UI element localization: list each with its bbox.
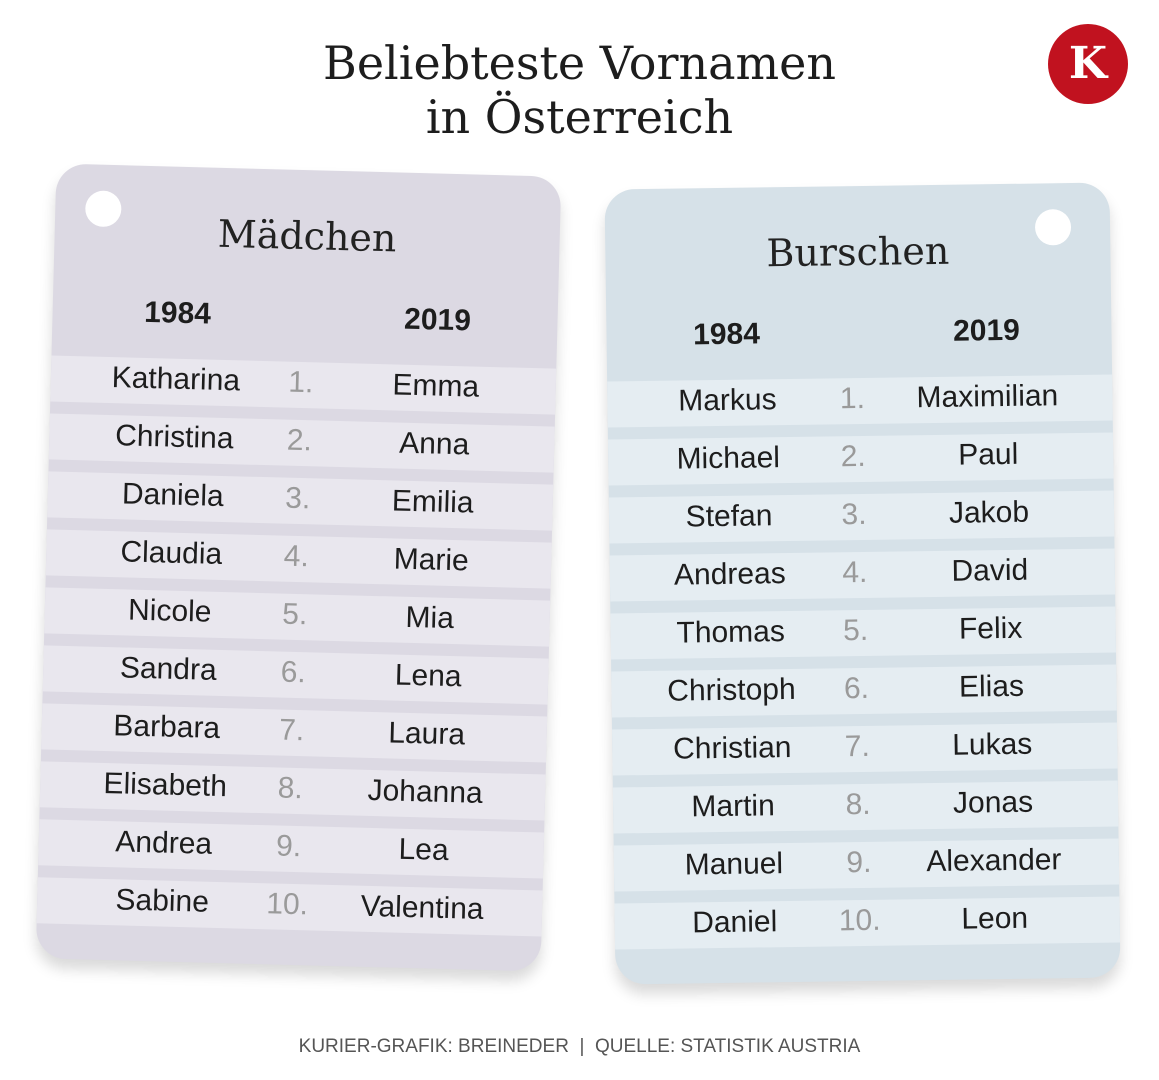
rank: 10. — [265, 887, 309, 922]
rank: 9. — [846, 845, 872, 880]
name: Laura — [387, 716, 466, 752]
table-row: Thomas 5. Felix — [610, 606, 1116, 660]
name: Lukas — [952, 727, 1033, 762]
table-row: Katharina 1. Emma — [50, 355, 557, 415]
rank: 4. — [283, 539, 310, 574]
rank: 1. — [287, 365, 314, 400]
title-line: Beliebteste Vornamen — [323, 36, 836, 90]
rank: 7. — [844, 729, 871, 764]
name: Lena — [394, 658, 463, 694]
card-title: Burschen — [766, 228, 950, 276]
name: Johanna — [367, 773, 484, 810]
table-row: Andrea 9. Lea — [38, 819, 545, 879]
name: Michael — [676, 441, 781, 476]
name: Lea — [398, 832, 450, 868]
name: Christoph — [667, 672, 796, 708]
table-row: Daniela 3. Emilia — [47, 471, 554, 531]
name: Claudia — [120, 535, 223, 571]
name: Thomas — [676, 615, 786, 650]
table-row: Martin 8. Jonas — [612, 780, 1119, 834]
name: Markus — [678, 383, 777, 418]
name: Christina — [114, 419, 234, 456]
name: Elias — [958, 669, 1025, 704]
rank: 1. — [839, 381, 866, 416]
name: Jakob — [948, 495, 1030, 530]
name: Alexander — [926, 843, 1062, 879]
table-row: Sandra 6. Lena — [42, 645, 549, 705]
name: Felix — [958, 611, 1023, 646]
name: Nicole — [127, 593, 212, 629]
footer: KURIER-GRAFIK: BREINEDER | QUELLE: STATI… — [298, 1036, 861, 1057]
table-row: Claudia 4. Marie — [45, 529, 552, 589]
name: Barbara — [112, 709, 221, 745]
table-row: Michael 2. Paul — [607, 432, 1114, 486]
column-header: 2019 — [952, 313, 1021, 348]
name: Stefan — [685, 499, 773, 534]
name: Valentina — [360, 889, 484, 926]
name: Emilia — [391, 484, 475, 520]
name: Daniela — [121, 477, 225, 514]
name: David — [951, 553, 1029, 588]
name: Anna — [398, 426, 470, 462]
table-row: Barbara 7. Laura — [41, 703, 548, 763]
table-row: Nicole 5. Mia — [44, 587, 551, 647]
name: Sabine — [115, 883, 210, 919]
rank: 4. — [842, 555, 868, 590]
name: Daniel — [691, 905, 778, 940]
rank: 6. — [280, 655, 307, 690]
rank: 3. — [284, 481, 311, 516]
name: Manuel — [684, 847, 784, 882]
name: Sandra — [119, 651, 218, 687]
table-row: Christina 2. Anna — [48, 413, 555, 473]
table-row: Markus 1. Maximilian — [607, 374, 1113, 428]
table-row: Sabine 10. Valentina — [36, 877, 543, 937]
name: Maximilian — [916, 379, 1059, 415]
rank: 2. — [286, 423, 313, 458]
card: Burschen 1984 2019 Markus 1. Maximilian Michae… — [604, 182, 1121, 985]
name: Andrea — [114, 825, 213, 861]
table-row: Daniel 10. Leon — [614, 896, 1121, 950]
name: Elisabeth — [103, 766, 228, 804]
table-row: Elisabeth 8. Johanna — [39, 761, 546, 821]
rank: 2. — [840, 439, 866, 474]
rank: 9. — [275, 829, 302, 864]
rank: 8. — [845, 787, 871, 822]
column-header: 2019 — [403, 302, 472, 338]
table-row: Andreas 4. David — [609, 548, 1116, 602]
table-row: Christian 7. Lukas — [612, 722, 1118, 776]
name: Paul — [957, 437, 1019, 472]
name: Katharina — [111, 361, 241, 398]
name: Andreas — [673, 557, 786, 592]
column-header: 1984 — [143, 295, 212, 331]
table-row: Stefan 3. Jakob — [608, 490, 1115, 544]
name: Marie — [393, 542, 470, 578]
table-row: Manuel 9. Alexander — [613, 838, 1120, 892]
column-header: 1984 — [692, 317, 761, 352]
name: Leon — [961, 901, 1029, 936]
title-line: in Österreich — [425, 90, 734, 144]
name: Mia — [405, 600, 455, 636]
name: Christian — [672, 731, 792, 766]
name: Martin — [691, 789, 775, 824]
rank: 6. — [843, 671, 870, 706]
name: Emma — [392, 368, 480, 404]
rank: 7. — [278, 713, 305, 748]
rank: 8. — [277, 771, 304, 806]
rank: 5. — [842, 613, 869, 648]
table-row: Christoph 6. Elias — [611, 664, 1117, 718]
rank: 3. — [841, 497, 867, 532]
card: Mädchen 1984 2019 Katharina 1. Emma Christina 2… — [35, 163, 562, 972]
card-title: Mädchen — [217, 211, 398, 261]
rank: 10. — [838, 903, 881, 938]
rank: 5. — [281, 597, 308, 632]
name: Jonas — [952, 785, 1034, 820]
logo: K — [1048, 24, 1128, 104]
